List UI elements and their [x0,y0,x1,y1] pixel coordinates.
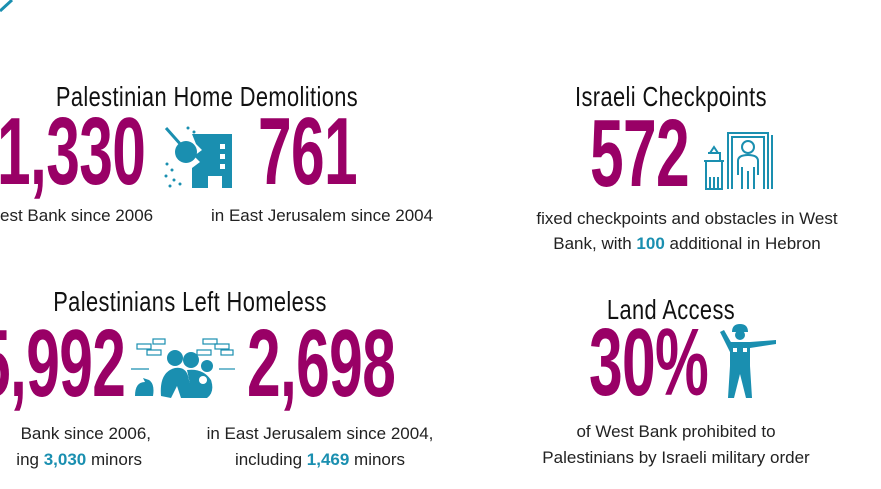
homeless-family-icon [131,338,235,398]
caption-text: Bank, with [553,234,637,253]
demolitions-east-jerusalem-caption: in East Jerusalem since 2004 [211,206,434,225]
caption-text: including [234,450,307,469]
hebron-count-highlight: 100 [636,234,665,253]
corner-arc-decoration [0,0,14,12]
demolitions-title: Palestinian Home Demolitions [55,81,359,112]
checkpoints-value: 572 [590,100,690,207]
caption-text: minors [86,450,142,469]
homeless-east-jerusalem-caption-line1: in East Jerusalem since 2004, [206,424,434,443]
checkpoint-scanner-icon [704,132,773,190]
checkpoints-caption-line2: Bank, with 100 additional in Hebron [553,235,820,252]
land-access-value: 30% [589,309,709,416]
homeless-west-bank-value: 5,992 [0,310,126,417]
demolitions-east-jerusalem-value: 761 [258,98,358,205]
demolitions-west-bank-value: 1,330 [0,98,146,205]
land-access-title: Land Access [606,294,736,325]
caption-text: minors [349,450,406,469]
checkpoints-title: Israeli Checkpoints [575,81,767,112]
homeless-west-bank-caption-line1: Bank since 2006, [20,424,151,443]
caption-text: additional in Hebron [664,234,821,253]
soldier-pointing-icon [720,324,776,398]
checkpoints-caption-line1: fixed checkpoints and obstacles in West [536,209,838,228]
homeless-east-jerusalem-caption-line2: including 1,469 minors [235,451,405,468]
homeless-west-bank-caption-line2: ing 3,030 minors [16,451,142,468]
land-access-caption-line1: of West Bank prohibited to [576,422,776,441]
homeless-east-jerusalem-value: 2,698 [247,310,396,417]
wrecking-ball-building-icon [164,126,232,188]
west-bank-minors-highlight: 3,030 [43,450,87,469]
demolitions-west-bank-caption: est Bank since 2006 [0,206,154,225]
land-access-caption-line2: Palestinians by Israeli military order [542,448,810,467]
caption-text: ing [16,450,44,469]
east-jerusalem-minors-highlight: 1,469 [306,450,350,469]
homeless-title: Palestinians Left Homeless [53,286,327,317]
